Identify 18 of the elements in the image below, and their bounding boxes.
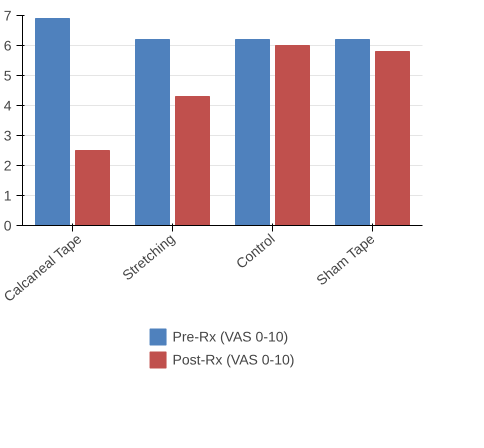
- bar: [75, 150, 110, 226]
- bar: [135, 39, 170, 226]
- legend-label: Post-Rx (VAS 0-10): [172, 352, 294, 368]
- legend-label: Pre-Rx (VAS 0-10): [172, 328, 288, 344]
- y-tick-label: 7: [4, 8, 12, 24]
- bar: [375, 51, 410, 226]
- y-tick-label: 0: [4, 218, 12, 234]
- y-tick-label: 6: [4, 38, 12, 54]
- y-tick-label: 2: [4, 158, 12, 174]
- bar: [35, 18, 70, 226]
- bar: [335, 39, 370, 226]
- bar: [275, 45, 310, 226]
- bar: [235, 39, 270, 226]
- y-tick-label: 3: [4, 128, 12, 144]
- y-tick-label: 1: [4, 188, 12, 204]
- y-tick-label: 4: [4, 98, 12, 114]
- bar: [175, 96, 210, 226]
- y-tick-label: 5: [4, 68, 12, 84]
